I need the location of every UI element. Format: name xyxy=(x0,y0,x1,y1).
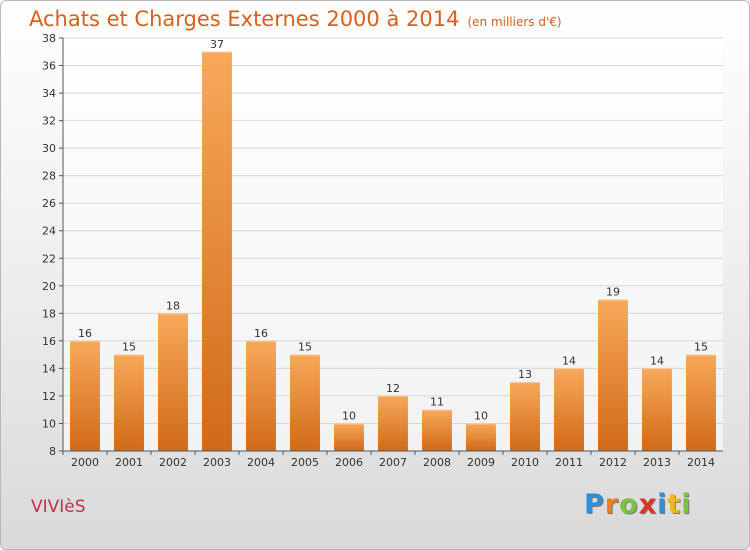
y-tick-label: 16 xyxy=(42,335,56,348)
data-label: 10 xyxy=(474,409,488,422)
bar xyxy=(422,409,452,451)
y-tick-label: 22 xyxy=(42,252,56,265)
bar xyxy=(158,313,188,451)
x-tick-label: 2001 xyxy=(115,456,143,469)
data-label: 18 xyxy=(166,299,180,312)
commune-name: VIVIèS xyxy=(31,497,86,517)
y-tick-label: 18 xyxy=(42,307,56,320)
y-tick-label: 12 xyxy=(42,390,56,403)
bar xyxy=(378,395,408,451)
bar xyxy=(246,340,276,451)
y-tick-label: 32 xyxy=(42,115,56,128)
bar xyxy=(70,340,100,451)
x-tick-label: 2006 xyxy=(335,456,363,469)
data-label: 12 xyxy=(386,382,400,395)
bars xyxy=(70,51,716,452)
bar xyxy=(642,368,672,451)
data-label: 11 xyxy=(430,396,444,409)
x-axis-ticks: 2000 2001 2002 2003 2004 2005 2006 2007 2008 2009… xyxy=(71,456,715,469)
y-tick-label: 28 xyxy=(42,170,56,183)
x-tick-label: 2011 xyxy=(555,456,583,469)
y-axis-ticks: 8 10 12 14 16 18 20 22 24 26 28 30 32 34 36 38 xyxy=(42,32,56,458)
data-label: 15 xyxy=(694,341,708,354)
data-label: 16 xyxy=(254,327,268,340)
x-tick-label: 2003 xyxy=(203,456,231,469)
y-tick-label: 14 xyxy=(42,362,56,375)
x-tick-label: 2000 xyxy=(71,456,99,469)
bar xyxy=(510,382,540,451)
y-tick-label: 20 xyxy=(42,280,56,293)
logo-letter: P xyxy=(584,489,605,520)
x-tick-label: 2002 xyxy=(159,456,187,469)
logo-letter: r xyxy=(604,489,620,520)
bar xyxy=(334,423,364,451)
y-tick-label: 8 xyxy=(49,445,56,458)
bar xyxy=(686,354,716,451)
logo-letter: i xyxy=(657,489,668,520)
logo-letter: i xyxy=(681,489,692,520)
y-tick-label: 30 xyxy=(42,142,56,155)
y-tick-label: 38 xyxy=(42,32,56,45)
data-label: 37 xyxy=(210,38,224,51)
logo-letter: o xyxy=(619,489,639,520)
bar xyxy=(598,299,628,451)
y-tick-label: 10 xyxy=(42,417,56,430)
bar xyxy=(114,354,144,451)
data-label: 14 xyxy=(562,354,576,367)
bar xyxy=(466,423,496,451)
data-label: 16 xyxy=(78,327,92,340)
unit-note: (en milliers d'€) xyxy=(467,15,562,29)
data-labels: 16 15 18 37 16 15 10 12 11 10 13 14 19 14 15 xyxy=(78,38,708,423)
x-tick-label: 2005 xyxy=(291,456,319,469)
data-label: 13 xyxy=(518,368,532,381)
axes xyxy=(59,37,723,455)
x-tick-label: 2012 xyxy=(599,456,627,469)
x-tick-label: 2014 xyxy=(687,456,715,469)
title-text: Achats et Charges Externes 2000 à 2014 xyxy=(29,7,460,31)
chart-title: Achats et Charges Externes 2000 à 2014 (e… xyxy=(29,7,562,31)
data-label: 15 xyxy=(122,341,136,354)
logo-letter: x xyxy=(638,489,658,520)
data-label: 19 xyxy=(606,286,620,299)
y-tick-label: 36 xyxy=(42,60,56,73)
x-tick-label: 2010 xyxy=(511,456,539,469)
x-tick-label: 2008 xyxy=(423,456,451,469)
bar xyxy=(290,354,320,451)
y-tick-label: 34 xyxy=(42,87,56,100)
data-label: 10 xyxy=(342,409,356,422)
y-tick-label: 24 xyxy=(42,225,56,238)
bar xyxy=(202,51,232,452)
logo-letter: t xyxy=(667,489,682,520)
x-tick-label: 2007 xyxy=(379,456,407,469)
x-tick-label: 2009 xyxy=(467,456,495,469)
x-tick-label: 2004 xyxy=(247,456,275,469)
bar xyxy=(554,368,584,451)
x-tick-label: 2013 xyxy=(643,456,671,469)
data-label: 14 xyxy=(650,354,664,367)
y-tick-label: 26 xyxy=(42,197,56,210)
proxiti-logo: Proxiti xyxy=(584,489,692,520)
data-label: 15 xyxy=(298,341,312,354)
